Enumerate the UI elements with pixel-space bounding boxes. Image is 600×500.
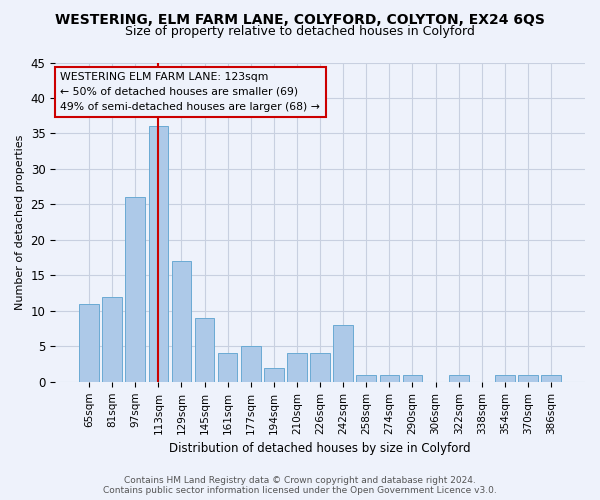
Bar — [79, 304, 99, 382]
Bar — [125, 198, 145, 382]
Text: WESTERING, ELM FARM LANE, COLYFORD, COLYTON, EX24 6QS: WESTERING, ELM FARM LANE, COLYFORD, COLY… — [55, 12, 545, 26]
Bar — [241, 346, 260, 382]
Bar — [310, 354, 330, 382]
Bar — [195, 318, 214, 382]
Text: WESTERING ELM FARM LANE: 123sqm
← 50% of detached houses are smaller (69)
49% of: WESTERING ELM FARM LANE: 123sqm ← 50% of… — [61, 72, 320, 112]
Bar — [172, 261, 191, 382]
Text: Contains HM Land Registry data © Crown copyright and database right 2024.
Contai: Contains HM Land Registry data © Crown c… — [103, 476, 497, 495]
Bar — [518, 374, 538, 382]
Bar — [264, 368, 284, 382]
Bar — [334, 325, 353, 382]
Bar — [495, 374, 515, 382]
X-axis label: Distribution of detached houses by size in Colyford: Distribution of detached houses by size … — [169, 442, 471, 455]
Bar — [403, 374, 422, 382]
Y-axis label: Number of detached properties: Number of detached properties — [15, 134, 25, 310]
Bar — [218, 354, 238, 382]
Bar — [380, 374, 399, 382]
Bar — [541, 374, 561, 382]
Bar — [356, 374, 376, 382]
Bar — [449, 374, 469, 382]
Text: Size of property relative to detached houses in Colyford: Size of property relative to detached ho… — [125, 25, 475, 38]
Bar — [103, 296, 122, 382]
Bar — [149, 126, 168, 382]
Bar — [287, 354, 307, 382]
